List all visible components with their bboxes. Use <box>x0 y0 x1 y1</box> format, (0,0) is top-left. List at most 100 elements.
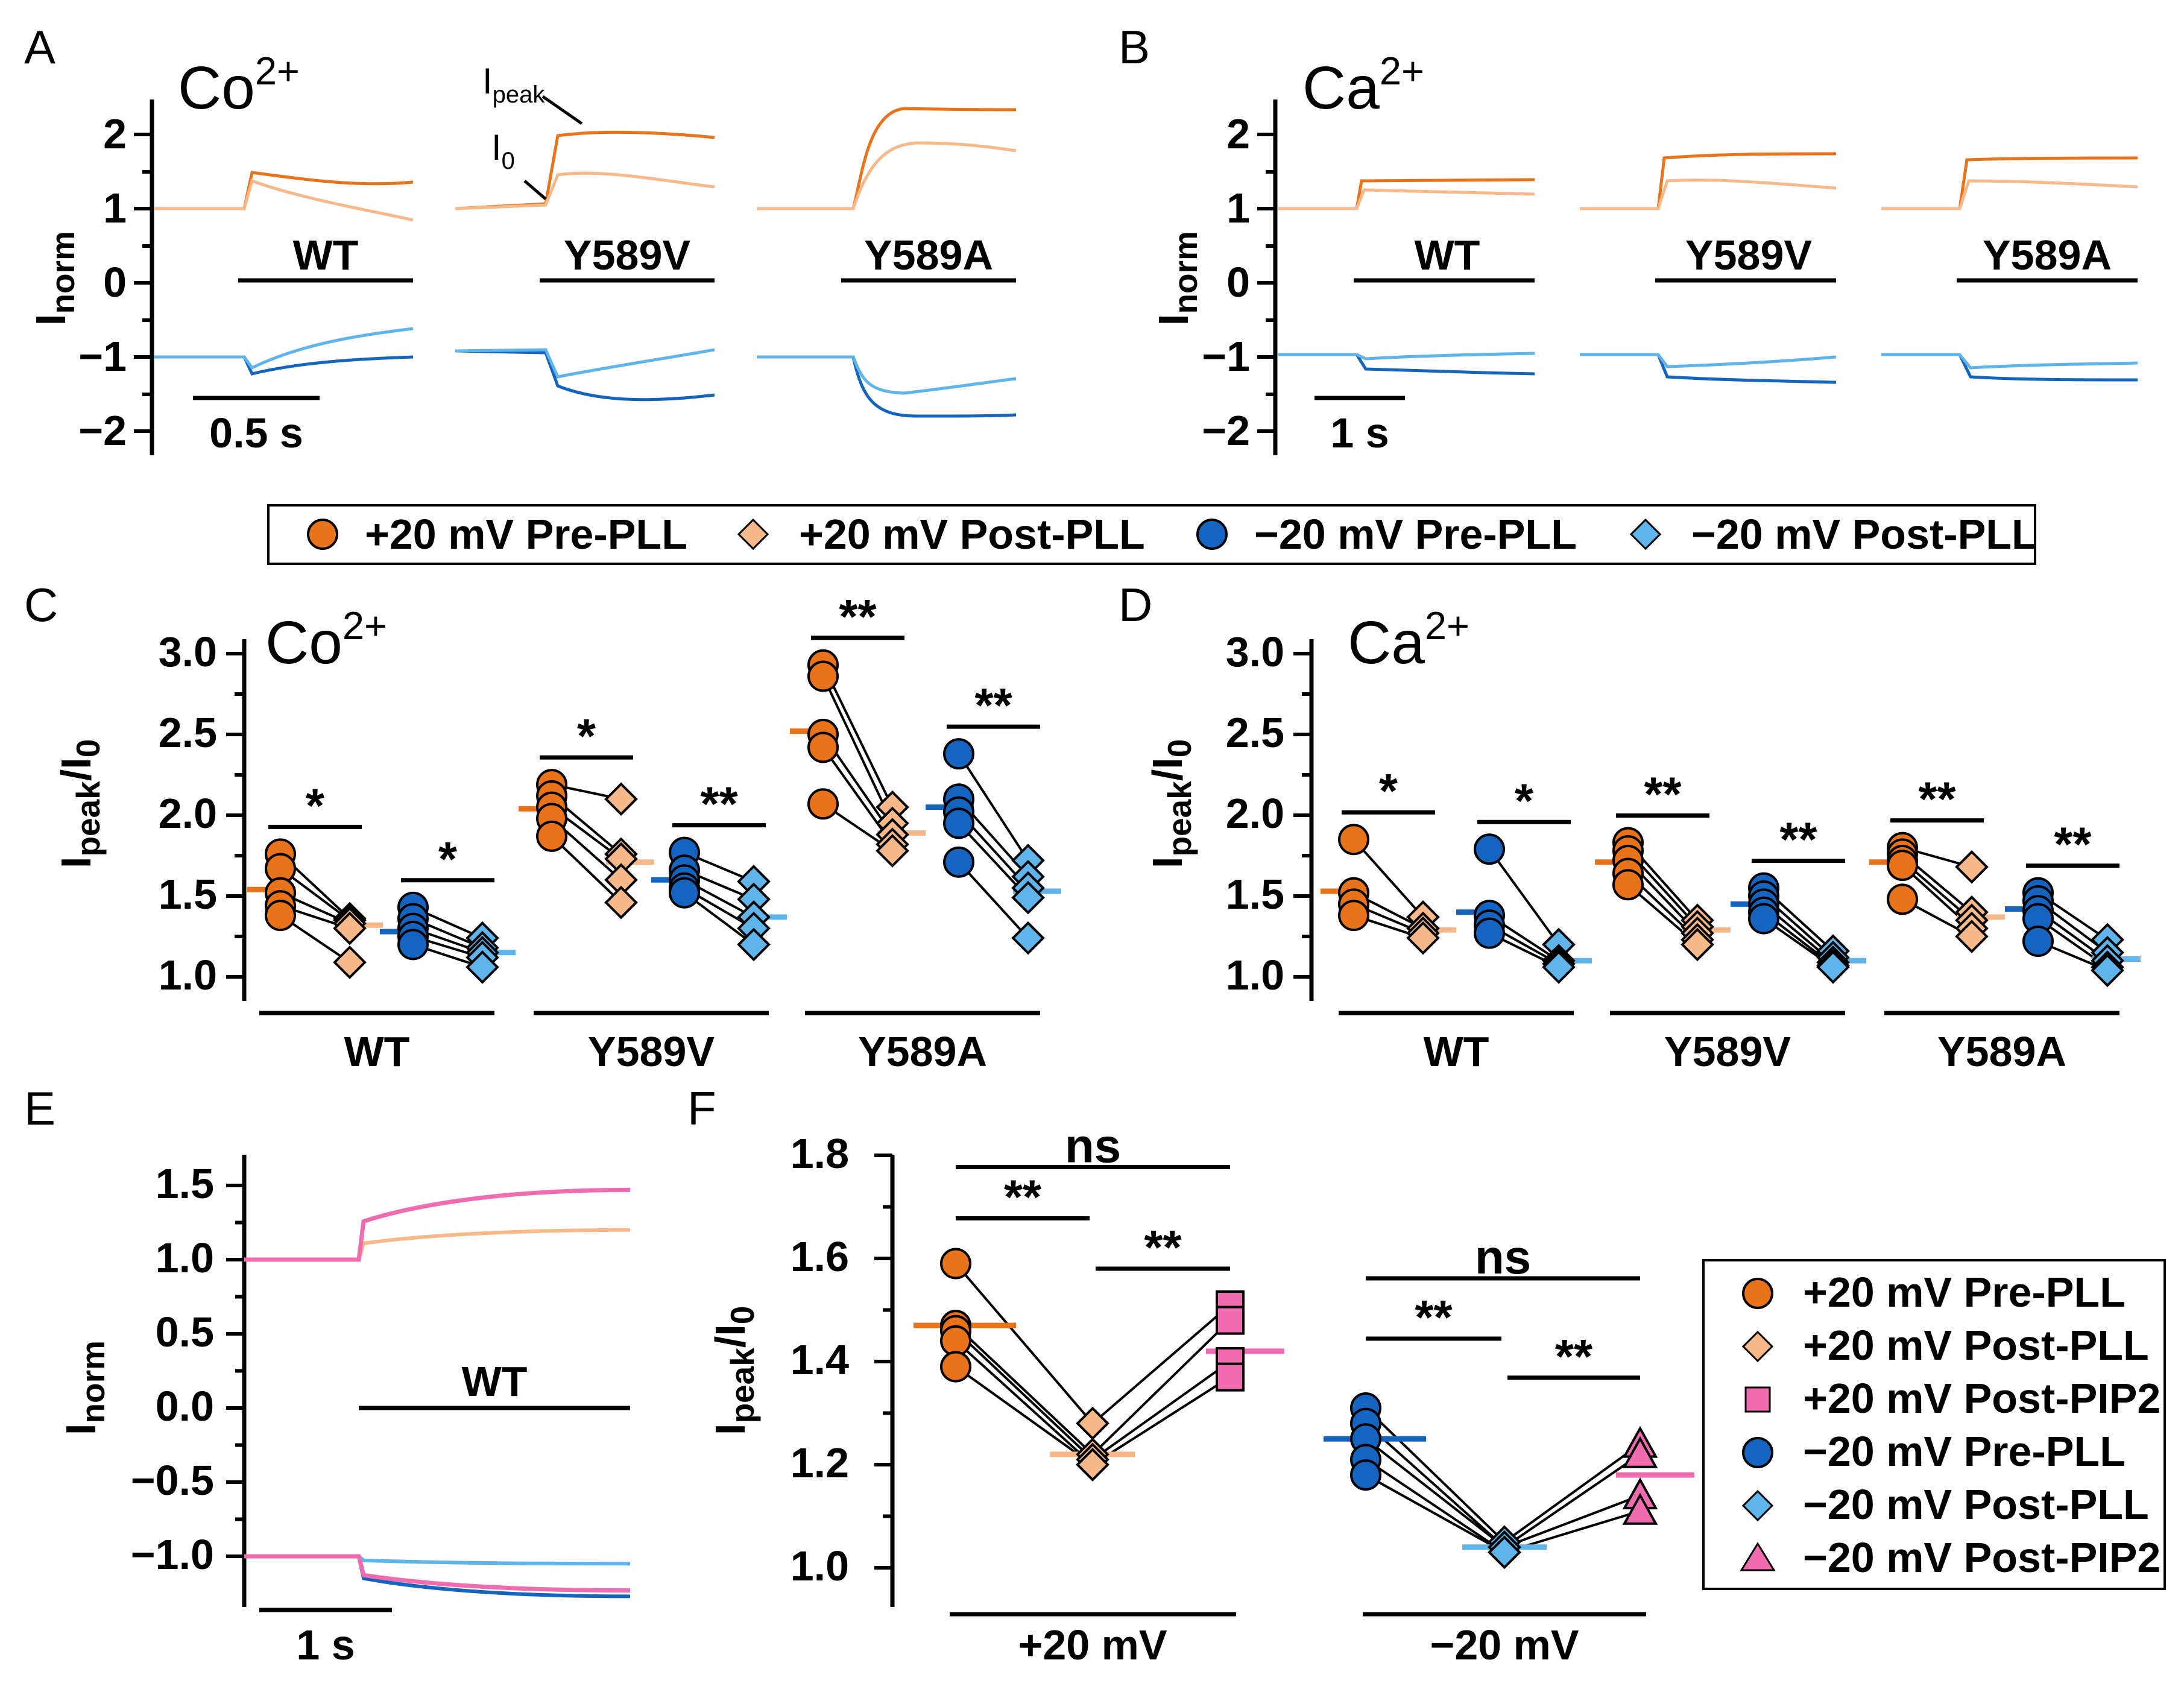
panel-f-ytick: 1.4 <box>791 1336 849 1383</box>
trace-y589v-pos20-post <box>455 171 715 210</box>
trace-wt-pos20-pre <box>154 171 414 210</box>
trace-y589a-pos20-post <box>1881 179 2138 210</box>
trace-wt-neg20-pre <box>1278 353 1535 376</box>
trace-2 <box>244 1187 631 1262</box>
trace-wt-neg20-post <box>154 327 414 370</box>
scalebar-label: 0.5 s <box>209 409 303 456</box>
scalebar-label: 1 s <box>1330 409 1389 456</box>
pair-line <box>1488 848 1560 945</box>
panel-e: E 1.5 1.0 0.5 0.0 −0.5 −1.0 Inorm WT 1 s <box>24 1082 631 1668</box>
panel-c-plot: ********* <box>247 590 1061 984</box>
point-post <box>604 782 638 816</box>
pair-line <box>1091 1304 1231 1425</box>
sig-label: ** <box>1555 1330 1593 1383</box>
trace-y589a-pos20-pre <box>757 107 1017 210</box>
trace-y589a-pos20-post <box>757 141 1017 210</box>
legend-label: +20 mV Pre-PLL <box>1803 1269 2126 1316</box>
pair-line <box>1352 838 1424 918</box>
panel-b: B Ca2+ 2 1 0 −1 −2 Inorm WT <box>1119 21 2138 456</box>
panel-d: D Ca2+ 3.0 2.5 2.0 1.5 1.0 Ipeak/I0 * * **… <box>1119 578 2141 1075</box>
trace-y589a-pos20-pre <box>1881 156 2138 210</box>
pair-line <box>955 1340 1094 1466</box>
sig-label: ** <box>1144 1220 1182 1274</box>
construct-label-y589a: Y589A <box>1983 232 2112 279</box>
group-label-neg20: −20 mV <box>1430 1621 1579 1668</box>
trace-y589v-neg20-pre <box>455 349 715 402</box>
panel-f: F 1.8 1.6 1.4 1.2 1.0 Ipeak/I0 ns ** ** ns *… <box>687 1082 2166 1668</box>
pair-line <box>1365 1458 1506 1554</box>
point-pre <box>807 731 839 763</box>
construct-label-wt: WT <box>293 232 359 279</box>
panel-b-ytick: 1 <box>1226 185 1250 232</box>
panel-label-e: E <box>24 1082 55 1135</box>
i0-arrow <box>523 180 547 200</box>
point-pre <box>807 660 839 692</box>
legend-frame <box>1702 1259 2166 1590</box>
pair-line <box>551 835 622 904</box>
panel-c: C Co2+ 3.0 2.5 2.0 1.5 1.0 Ipeak/I0 ****… <box>24 578 1061 1075</box>
panel-e-plot <box>244 1187 631 1599</box>
point-pre <box>1350 1459 1381 1491</box>
top-legend: +20 mV Pre-PLL +20 mV Post-PLL −20 mV Pr… <box>267 504 2037 565</box>
scalebar-label: 1 s <box>296 1621 355 1668</box>
trace-3 <box>244 1555 631 1599</box>
panel-f-plot: ns ** ** ns ** ** <box>914 1119 1694 1570</box>
point-pip2 <box>1216 1362 1245 1392</box>
pair-line <box>1365 1438 1506 1548</box>
panel-b-traces <box>1278 152 2138 384</box>
legend-label: +20 mV Post-PIP2 <box>1803 1375 2160 1422</box>
point-pre <box>1887 883 1918 915</box>
point-pre <box>940 1351 971 1383</box>
sig-label: * <box>577 709 596 763</box>
trace-y589v-neg20-post <box>455 348 715 379</box>
panel-d-ytick: 1.5 <box>1226 871 1284 918</box>
legend-label: −20 mV Pre-PLL <box>1254 511 1577 558</box>
panel-c-ion: Co2+ <box>265 604 387 677</box>
trace-y589v-pos20-pre <box>455 130 715 210</box>
panel-d-y-tick-marks <box>1293 652 1311 979</box>
sig-label: ns <box>1475 1230 1531 1284</box>
panel-e-ytick: 0.5 <box>156 1308 214 1356</box>
point-pip2 <box>1216 1305 1245 1335</box>
panel-d-ytick: 2.0 <box>1226 790 1284 837</box>
panel-a-ytick: −2 <box>78 407 127 454</box>
point-pip2 <box>1622 1436 1658 1468</box>
panel-e-ytick: 1.5 <box>156 1160 214 1207</box>
panel-f-ytick: 1.8 <box>791 1130 849 1177</box>
panel-d-ytick: 2.5 <box>1226 709 1284 756</box>
point-post <box>876 834 909 868</box>
point-post <box>2091 953 2124 988</box>
point-pre <box>943 807 974 839</box>
sig-label: ns <box>1065 1119 1121 1173</box>
point-pre <box>536 820 567 852</box>
panel-c-ytick: 2.5 <box>159 709 217 756</box>
i0-annotation: I0 <box>491 127 515 174</box>
point-pip2 <box>1622 1492 1658 1525</box>
pair-line <box>1503 1453 1641 1548</box>
panel-label-d: D <box>1119 578 1152 631</box>
point-post <box>1406 921 1440 955</box>
legend-marker-diamond <box>1741 1330 1774 1363</box>
pair-line <box>822 675 894 824</box>
legend-label: −20 mV Post-PLL <box>1803 1481 2149 1528</box>
panel-f-ytick: 1.2 <box>791 1439 849 1486</box>
pair-line <box>955 1263 1094 1424</box>
group-label-wt: WT <box>344 1028 410 1075</box>
pair-line <box>1365 1407 1506 1543</box>
group-label-y589a: Y589A <box>858 1028 987 1075</box>
legend-marker-circle <box>1742 1437 1773 1468</box>
point-pre <box>1338 900 1369 932</box>
point-post <box>1955 920 1989 953</box>
panel-a-ytick: 2 <box>103 110 127 157</box>
sig-label: * <box>1515 774 1534 827</box>
sig-label: ** <box>1644 768 1682 821</box>
panel-a-y-tick-marks <box>134 133 152 433</box>
panel-c-ytick: 1.0 <box>159 952 217 999</box>
point-post <box>1011 921 1045 955</box>
panel-e-y-label: Inorm <box>57 1340 112 1435</box>
point-post <box>1955 850 1989 884</box>
trace-wt-neg20-pre <box>154 355 414 376</box>
sig-label: ** <box>839 590 877 643</box>
point-pre <box>1474 833 1505 865</box>
legend-label: +20 mV Post-PLL <box>799 511 1145 558</box>
